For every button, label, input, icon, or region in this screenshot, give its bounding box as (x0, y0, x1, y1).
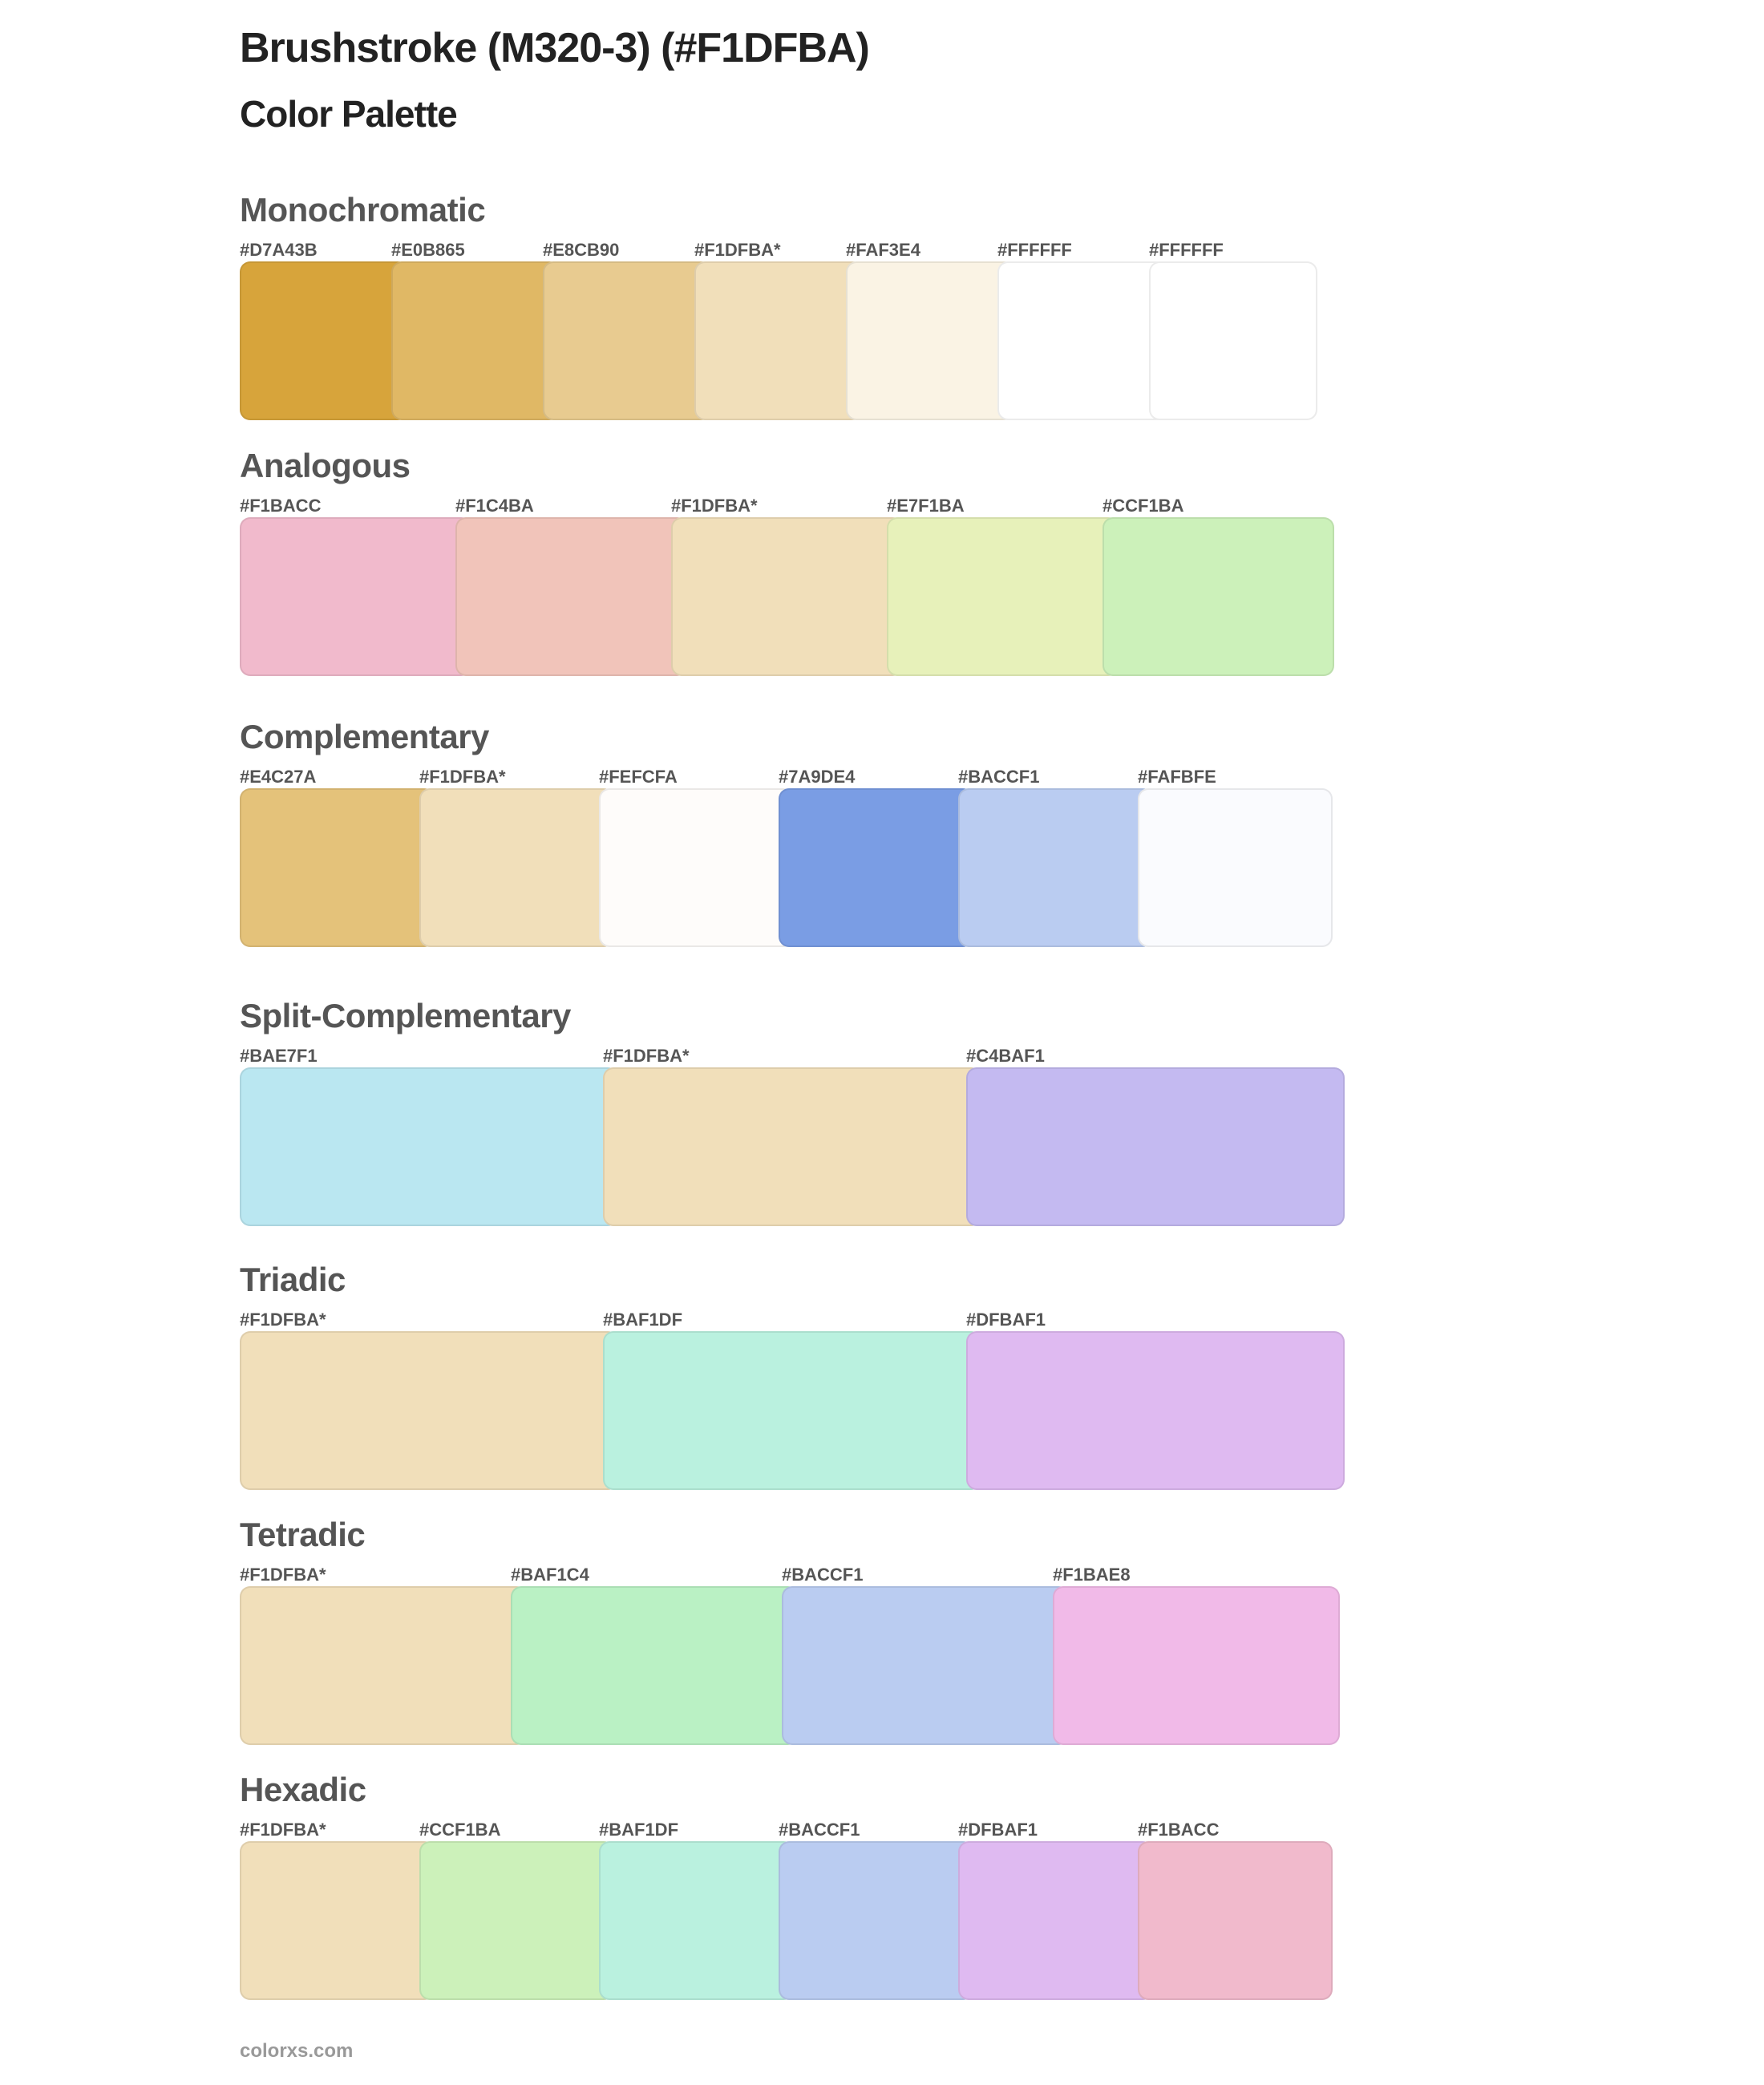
color-swatch[interactable] (782, 1586, 1069, 1745)
swatch-hex-label[interactable]: #BAF1DF (599, 1820, 679, 1840)
swatch-hex-label[interactable]: #F1C4BA (455, 496, 534, 516)
palette-section-analogous: Analogous #F1BACC #F1C4BA #F1DFBA* #E7F1BA #C… (240, 446, 1442, 686)
color-swatch[interactable] (599, 788, 794, 947)
color-swatch[interactable] (887, 517, 1119, 676)
color-swatch[interactable] (543, 261, 711, 420)
swatch-hex-label[interactable]: #F1DFBA* (240, 1310, 326, 1330)
swatch-hex-label[interactable]: #F1BAE8 (1053, 1565, 1131, 1585)
section-heading: Monochromatic (240, 191, 486, 229)
swatch-hex-label[interactable]: #FAFBFE (1138, 767, 1216, 787)
color-swatch[interactable] (391, 261, 560, 420)
color-swatch[interactable] (779, 788, 973, 947)
swatch-hex-label[interactable]: #FFFFFF (1149, 240, 1224, 260)
swatch-hex-label[interactable]: #FAF3E4 (846, 240, 920, 260)
swatch-hex-label[interactable]: #BACCF1 (782, 1565, 864, 1585)
swatch-hex-label[interactable]: #BACCF1 (779, 1820, 860, 1840)
swatch-hex-label[interactable]: #F1DFBA* (240, 1820, 326, 1840)
page-subtitle: Color Palette (240, 93, 458, 135)
swatch-hex-label[interactable]: #F1BACC (240, 496, 322, 516)
color-swatch[interactable] (240, 1841, 435, 2000)
swatch-hex-label[interactable]: #F1BACC (1138, 1820, 1220, 1840)
color-swatch[interactable] (1102, 517, 1334, 676)
color-swatch[interactable] (603, 1067, 981, 1226)
section-heading: Complementary (240, 718, 489, 755)
color-swatch[interactable] (671, 517, 903, 676)
section-heading: Triadic (240, 1261, 346, 1298)
color-swatch[interactable] (1138, 1841, 1333, 2000)
color-swatch[interactable] (511, 1586, 798, 1745)
swatch-hex-label[interactable]: #E8CB90 (543, 240, 620, 260)
swatch-hex-label[interactable]: #BAF1DF (603, 1310, 683, 1330)
color-swatch[interactable] (240, 1067, 618, 1226)
palette-section-complementary: Complementary #E4C27A #F1DFBA* #FEFCFA #7A9D… (240, 717, 1442, 957)
palette-section-triadic: Triadic #F1DFBA* #BAF1DF #DFBAF1 (240, 1260, 1442, 1500)
swatch-hex-label[interactable]: #CCF1BA (1102, 496, 1184, 516)
palette-section-split-complementary: Split-Complementary #BAE7F1 #F1DFBA* #C4BAF… (240, 996, 1442, 1237)
swatch-hex-label[interactable]: #BAE7F1 (240, 1046, 318, 1066)
swatch-hex-label[interactable]: #D7A43B (240, 240, 318, 260)
palette-section-monochromatic: Monochromatic #D7A43B #E0B865 #E8CB90 #F1DFB… (240, 190, 1442, 431)
color-swatch[interactable] (240, 517, 471, 676)
color-swatch[interactable] (966, 1331, 1345, 1490)
color-swatch[interactable] (958, 788, 1153, 947)
color-swatch[interactable] (419, 788, 614, 947)
color-swatch[interactable] (240, 788, 435, 947)
color-swatch[interactable] (240, 261, 408, 420)
color-swatch[interactable] (997, 261, 1166, 420)
color-swatch[interactable] (1138, 788, 1333, 947)
swatch-hex-label[interactable]: #BAF1C4 (511, 1565, 589, 1585)
swatch-hex-label[interactable]: #DFBAF1 (966, 1310, 1046, 1330)
color-swatch[interactable] (958, 1841, 1153, 2000)
swatch-hex-label[interactable]: #E0B865 (391, 240, 465, 260)
color-swatch[interactable] (455, 517, 687, 676)
palette-section-hexadic: Hexadic #F1DFBA* #CCF1BA #BAF1DF #BACCF1 #DFB… (240, 1770, 1442, 2010)
color-swatch[interactable] (779, 1841, 973, 2000)
color-swatch[interactable] (603, 1331, 981, 1490)
footer-site-link[interactable]: colorxs.com (240, 2040, 354, 2062)
swatch-hex-label[interactable]: #BACCF1 (958, 767, 1040, 787)
color-swatch[interactable] (419, 1841, 614, 2000)
swatch-hex-label[interactable]: #7A9DE4 (779, 767, 856, 787)
swatch-hex-label[interactable]: #CCF1BA (419, 1820, 501, 1840)
section-heading: Analogous (240, 447, 411, 484)
color-swatch[interactable] (846, 261, 1014, 420)
swatch-hex-label[interactable]: #DFBAF1 (958, 1820, 1038, 1840)
swatch-hex-label[interactable]: #FFFFFF (997, 240, 1072, 260)
swatch-hex-label[interactable]: #E7F1BA (887, 496, 965, 516)
color-swatch[interactable] (599, 1841, 794, 2000)
swatch-hex-label[interactable]: #FEFCFA (599, 767, 678, 787)
color-swatch[interactable] (240, 1586, 527, 1745)
swatch-hex-label[interactable]: #F1DFBA* (240, 1565, 326, 1585)
color-swatch[interactable] (1053, 1586, 1340, 1745)
swatch-hex-label[interactable]: #F1DFBA* (694, 240, 781, 260)
swatch-hex-label[interactable]: #F1DFBA* (419, 767, 506, 787)
swatch-hex-label[interactable]: #C4BAF1 (966, 1046, 1045, 1066)
swatch-hex-label[interactable]: #E4C27A (240, 767, 317, 787)
color-swatch[interactable] (966, 1067, 1345, 1226)
section-heading: Tetradic (240, 1516, 366, 1553)
color-swatch[interactable] (1149, 261, 1317, 420)
section-heading: Split-Complementary (240, 997, 571, 1034)
color-swatch[interactable] (240, 1331, 618, 1490)
page-title: Brushstroke (M320-3) (#F1DFBA) (240, 25, 870, 71)
swatch-hex-label[interactable]: #F1DFBA* (671, 496, 758, 516)
color-swatch[interactable] (694, 261, 863, 420)
section-heading: Hexadic (240, 1771, 366, 1808)
palette-section-tetradic: Tetradic #F1DFBA* #BAF1C4 #BACCF1 #F1BAE8 (240, 1515, 1442, 1755)
swatch-hex-label[interactable]: #F1DFBA* (603, 1046, 690, 1066)
